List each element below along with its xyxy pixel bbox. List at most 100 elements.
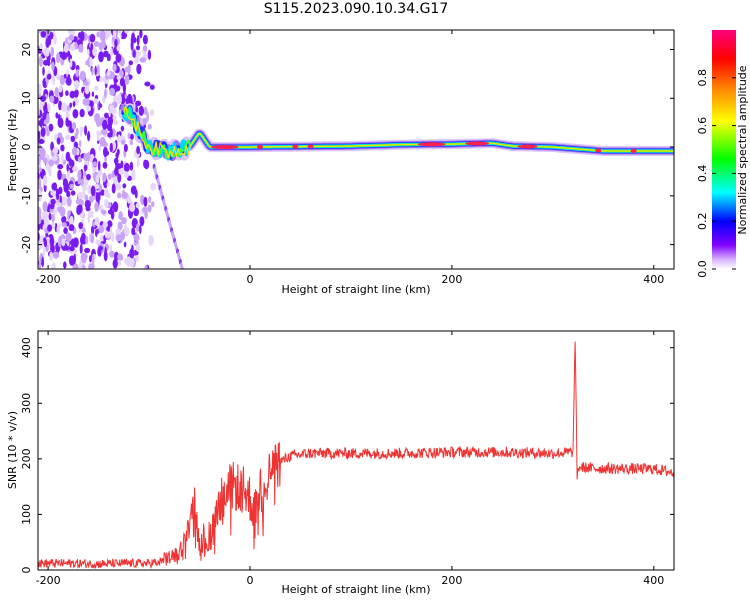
spectrogram-noise-blob	[149, 109, 155, 116]
spectrogram-noise-blob	[139, 216, 145, 227]
spectrogram-noise-blob	[84, 247, 91, 254]
snr-ytick-label: 100	[20, 504, 33, 525]
spectrogram-noise-blob	[124, 223, 127, 232]
spectrogram-noise-blob	[61, 102, 68, 113]
spectrogram-noise-blob	[66, 163, 69, 172]
spectrogram-noise-blob	[107, 30, 111, 38]
spectrogram-noise-blob	[109, 142, 113, 153]
spectrogram-ytick-label: 10	[20, 91, 33, 105]
spectrogram-noise-blob	[71, 122, 77, 130]
spectrogram-noise-blob	[120, 160, 124, 169]
spectrogram-noise-blob	[79, 126, 84, 133]
snr-ylabel: SNR (10 * v/v)	[6, 411, 19, 489]
spectrogram-noise-blob	[81, 227, 86, 233]
spectrogram-noise-blob	[89, 33, 96, 43]
spectrogram-noise-blob	[38, 167, 42, 173]
spectrogram-noise-blob	[117, 134, 121, 143]
spectrogram-noise-blob	[77, 191, 84, 200]
spectrogram-noise-blob	[89, 56, 93, 67]
spectrogram-noise-blob	[86, 105, 91, 112]
spectrogram-noise-blob	[100, 235, 104, 242]
spectrogram-noise-blob	[55, 112, 59, 119]
spectrogram-noise-blob	[79, 259, 83, 269]
spectrogram-noise-blob	[57, 169, 62, 181]
spectrogram-noise-blob	[123, 162, 130, 173]
spectrogram-noise-blob	[81, 253, 88, 260]
spectrogram-noise-blob	[45, 37, 52, 47]
spectrogram-noise-blob	[111, 183, 116, 194]
spectrogram-noise-blob	[72, 101, 76, 107]
spectrogram-noise-blob	[54, 87, 59, 98]
spectrogram-noise-blob	[129, 161, 134, 171]
spectrogram-noise-blob	[68, 34, 75, 41]
spectrogram-noise-blob	[102, 172, 107, 183]
spectrogram-noise-blob	[109, 226, 113, 236]
spectrogram-noise-blob	[106, 69, 111, 77]
spectrogram-noise-blob	[41, 256, 44, 268]
snr-series-line	[38, 341, 674, 570]
spectrogram-noise-blob	[83, 164, 88, 171]
spectrogram-noise-blob	[117, 192, 122, 199]
spectrogram-noise-blob	[65, 151, 71, 162]
spectrogram-noise-blob	[48, 123, 54, 132]
spectrogram-noise-blob	[135, 202, 140, 209]
spectrogram-noise-blob	[84, 200, 91, 209]
spectrogram-noise-blob	[107, 123, 112, 132]
colorbar-label: Normalized spectral amplitude	[736, 65, 749, 234]
spectrogram-noise-blob	[136, 158, 140, 168]
spectrogram-noise-blob	[69, 90, 76, 99]
spectrogram-noise-blob	[48, 212, 52, 221]
spectrogram-noise-blob	[75, 89, 79, 96]
spectrogram-noise-blob	[63, 197, 66, 207]
snr-xtick-label: 0	[247, 574, 254, 587]
spectrogram-noise-blob	[111, 232, 115, 243]
spectrogram-noise-blob	[68, 224, 75, 232]
spectrogram-noise-blob	[38, 55, 43, 67]
spectrogram-noise-blob	[65, 117, 69, 127]
spectrogram-noise-blob	[136, 45, 140, 51]
spectrogram-noise-blob	[95, 239, 101, 245]
spectrogram-noise-blob	[68, 157, 72, 167]
spectrogram-noise-blob	[114, 167, 119, 176]
spectrogram-noise-blob	[70, 135, 76, 143]
spectrogram-noise-blob	[63, 44, 69, 53]
snr-ytick-label: 400	[20, 337, 33, 358]
spectrogram-xtick-label: 0	[247, 273, 254, 286]
spectrogram-noise-blob	[61, 153, 64, 164]
spectrogram-ytick-label: -10	[20, 187, 33, 205]
spectrogram-noise-blob	[56, 52, 61, 64]
spectrogram-noise-blob	[97, 160, 101, 171]
spectrogram-frame	[37, 29, 675, 270]
spectrogram-noise-blob	[73, 80, 80, 89]
spectrogram-noise-blob	[98, 225, 105, 234]
spectrogram-noise-blob	[68, 30, 76, 37]
figure-title: S115.2023.090.10.34.G17	[263, 1, 449, 17]
spectrogram-noise-blob	[129, 139, 133, 146]
spectrogram-noise-blob	[94, 113, 101, 123]
spectrogram-noise-blob	[134, 189, 138, 199]
spectrogram-noise-blob	[108, 209, 114, 215]
spectrogram-noise-blob	[112, 201, 119, 213]
colorbar-tick-label: 0.0	[696, 260, 709, 278]
spectrogram-noise-blob	[46, 103, 51, 113]
spectrogram-noise-blob	[147, 49, 152, 60]
spectrogram-noise-blob	[102, 161, 108, 169]
spectrogram-noise-blob	[69, 102, 72, 108]
spectrogram-noise-blob	[136, 35, 140, 46]
spectrogram-noise-blob	[93, 183, 100, 190]
spectrogram-xtick-label: 200	[441, 273, 462, 286]
spectrogram-noise-blob	[61, 51, 68, 61]
spectrogram-noise-blob	[59, 206, 66, 217]
spectrogram-noise-blob	[104, 198, 109, 209]
spectrogram-noise-blob	[69, 215, 74, 226]
spectrogram-noise-blob	[146, 111, 149, 122]
spectrogram-noise-blob	[86, 132, 91, 140]
spectrogram-noise-blob	[44, 49, 50, 57]
snr-xtick-label: 200	[441, 574, 462, 587]
spectrogram-noise-blob	[91, 254, 95, 265]
spectrogram-noise-blob	[111, 36, 115, 43]
spectrogram-noise-blob	[107, 132, 112, 138]
spectrogram-noise-blob	[124, 30, 130, 34]
spectrogram-noise-blob	[96, 64, 100, 75]
spectrogram-noise-blob	[104, 228, 108, 239]
